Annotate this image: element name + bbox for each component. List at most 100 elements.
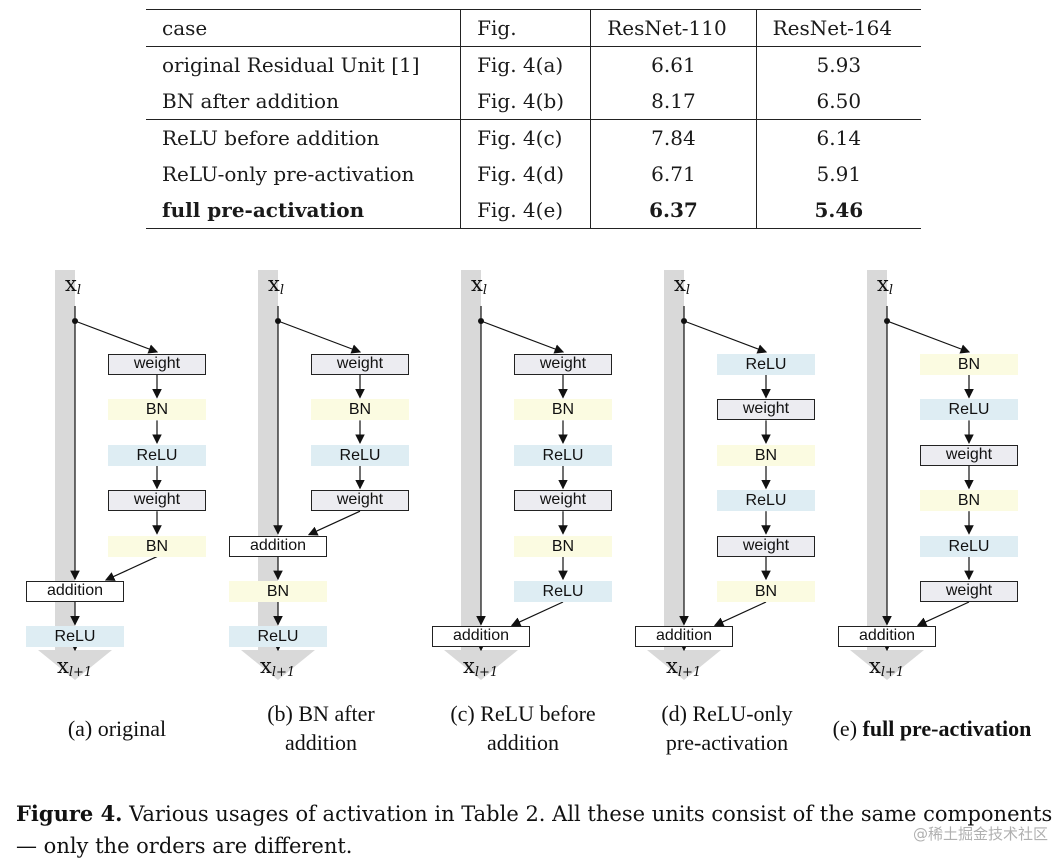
- connection-wires: [476, 306, 568, 652]
- residual-unit-diagram: weight BN ReLU weight addition BN ReLU xl xl+1 (b…: [203, 270, 409, 755]
- addition-block: addition: [26, 581, 124, 602]
- bn-block: BN: [717, 444, 815, 466]
- addition-block: addition: [432, 626, 530, 648]
- caption-line: pre-activation: [665, 730, 789, 755]
- figure-label: Figure 4.: [16, 801, 123, 826]
- merge-wire: [916, 601, 970, 627]
- weight-block: weight: [717, 399, 815, 421]
- table-row: original Residual Unit [1] Fig. 4(a) 6.6…: [146, 46, 921, 83]
- input-label-base: x: [471, 272, 483, 296]
- output-arrow-head: [647, 650, 721, 680]
- output-arrow-head: [38, 650, 112, 680]
- bn-block: BN: [920, 354, 1018, 375]
- cell-case: full pre-activation: [146, 192, 462, 229]
- output-label-base: x: [260, 654, 272, 678]
- caption-prefix: (e): [832, 716, 863, 741]
- branch-wire: [886, 320, 971, 354]
- weight-block: weight: [514, 490, 612, 512]
- cell-fig: Fig. 4(d): [460, 156, 592, 192]
- cell-resnet110: 6.37: [590, 192, 757, 229]
- input-label-subscript: l: [76, 283, 82, 298]
- branch-wire: [74, 320, 159, 354]
- relu-block: ReLU: [920, 535, 1018, 557]
- merge-wire: [510, 601, 564, 627]
- relu-block: ReLU: [514, 444, 612, 466]
- table-row: ReLU-only pre-activation Fig. 4(d) 6.71 …: [146, 156, 921, 192]
- bn-block: BN: [920, 490, 1018, 512]
- input-label-subscript: l: [482, 283, 488, 298]
- connection-wires: [882, 306, 974, 652]
- relu-block: ReLU: [920, 399, 1018, 421]
- cell-case: original Residual Unit [1]: [146, 46, 462, 83]
- output-label: xl+1: [260, 654, 295, 680]
- header-resnet164: ResNet-164: [756, 9, 921, 47]
- diagram-caption: (d) ReLU-only pre-activation: [632, 699, 822, 757]
- cell-case: BN after addition: [146, 83, 462, 120]
- cell-fig: Fig. 4(a): [460, 46, 592, 83]
- relu-block: ReLU: [514, 581, 612, 602]
- input-label: xl: [268, 272, 284, 298]
- weight-block: weight: [717, 535, 815, 557]
- output-label: xl+1: [869, 654, 904, 680]
- cell-resnet110: 6.61: [590, 46, 757, 83]
- diagram-caption: (b) BN after addition: [226, 699, 416, 757]
- identity-path-band: [664, 270, 684, 650]
- residual-unit-diagram: BN ReLU weight BN ReLU weight addition xl xl+1 (e…: [812, 270, 1031, 741]
- bn-block: BN: [229, 581, 327, 602]
- input-label: xl: [65, 272, 81, 298]
- cell-resnet164: 5.91: [816, 162, 862, 186]
- caption-line: addition: [486, 730, 560, 755]
- caption-line: addition: [284, 730, 358, 755]
- merge-wire: [713, 601, 767, 627]
- addition-block: addition: [838, 626, 936, 648]
- caption-line: (c) ReLU before: [450, 701, 596, 726]
- weight-block: weight: [514, 354, 612, 375]
- connection-wires: [273, 306, 365, 652]
- relu-block: ReLU: [229, 626, 327, 648]
- input-label-subscript: l: [888, 283, 894, 298]
- output-label: xl+1: [57, 654, 92, 680]
- table-header-row: case Fig. ResNet-110 ResNet-164: [146, 9, 921, 47]
- header-case: case: [146, 9, 462, 47]
- bn-block: BN: [717, 581, 815, 602]
- bn-block: BN: [311, 399, 409, 421]
- cell-fig: Fig. 4(e): [460, 192, 592, 229]
- branch-wire: [683, 320, 768, 354]
- branch-wire: [480, 320, 565, 354]
- merge-wire: [307, 510, 361, 536]
- residual-unit-diagram: ReLU weight BN ReLU weight BN addition xl xl+1 (d…: [609, 270, 815, 755]
- output-label-subscript: l+1: [271, 665, 296, 680]
- input-label-subscript: l: [685, 283, 691, 298]
- identity-path-band: [55, 270, 75, 650]
- weight-block: weight: [108, 490, 206, 512]
- cell-case: ReLU before addition: [146, 119, 462, 156]
- input-label-base: x: [877, 272, 889, 296]
- caption-bold: full pre-activation: [862, 716, 1032, 741]
- weight-block: weight: [920, 581, 1018, 602]
- cell-resnet164: 5.46: [756, 192, 921, 229]
- header-resnet110: ResNet-110: [590, 9, 757, 47]
- cell-resnet110: 7.84: [590, 119, 757, 156]
- output-label-subscript: l+1: [677, 665, 702, 680]
- relu-block: ReLU: [717, 490, 815, 512]
- output-label-subscript: l+1: [474, 665, 499, 680]
- cell-resnet110: 6.71: [590, 156, 757, 192]
- residual-unit-diagram: weight BN ReLU weight BN ReLU addition xl xl+1 (c…: [406, 270, 612, 755]
- input-label-base: x: [65, 272, 77, 296]
- cell-fig: Fig. 4(c): [460, 119, 592, 156]
- bn-block: BN: [108, 535, 206, 557]
- branch-wire: [277, 320, 362, 354]
- relu-block: ReLU: [717, 354, 815, 375]
- weight-block: weight: [311, 490, 409, 512]
- relu-block: ReLU: [311, 444, 409, 466]
- diagram-caption: (e) full pre-activation: [812, 714, 1052, 743]
- output-label: xl+1: [463, 654, 498, 680]
- cell-resnet110: 8.17: [590, 83, 757, 120]
- cell-resnet164: 5.93: [816, 53, 862, 77]
- watermark: @稀土掘金技术社区: [912, 825, 1048, 843]
- relu-block: ReLU: [26, 626, 124, 648]
- header-fig: Fig.: [460, 9, 592, 47]
- output-label: xl+1: [666, 654, 701, 680]
- caption-line: (b) BN after: [267, 701, 375, 726]
- output-label-base: x: [869, 654, 881, 678]
